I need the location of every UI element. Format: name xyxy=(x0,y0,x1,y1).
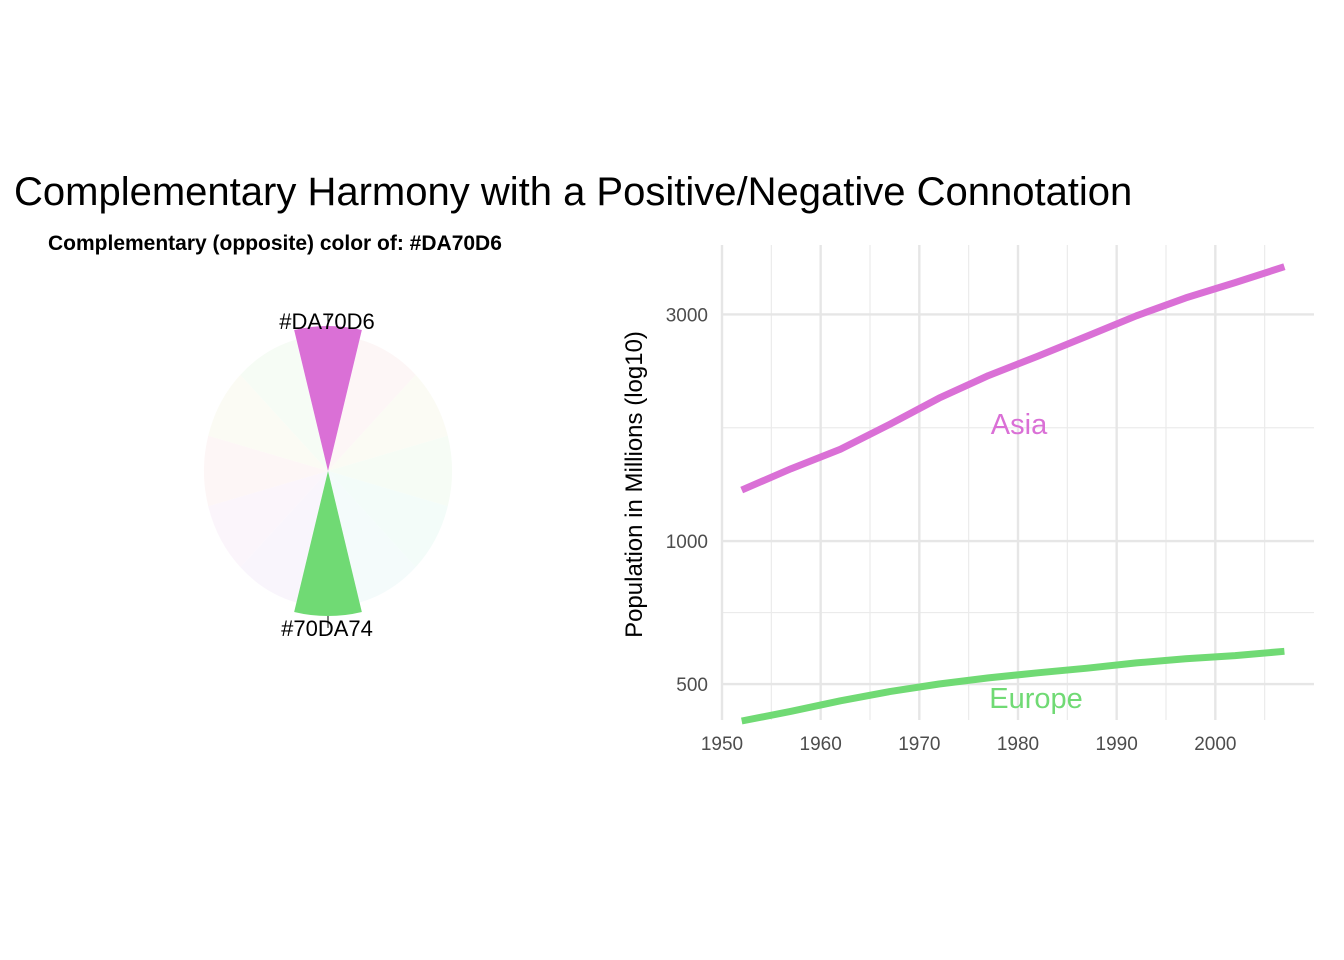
wheel-background-sector xyxy=(328,435,453,507)
wheel-background-sector xyxy=(208,374,328,471)
base-color-label: #DA70D6 xyxy=(279,309,374,334)
x-tick-label: 1970 xyxy=(898,734,940,755)
series-line-europe xyxy=(741,647,1285,725)
x-tick-label: 1960 xyxy=(800,734,842,755)
series-line-asia xyxy=(740,263,1286,494)
wheel-background-sector xyxy=(208,471,328,568)
y-tick-label: 1000 xyxy=(666,532,708,553)
wheel-background-sector xyxy=(204,435,328,507)
y-axis-title: Population in Millions (log10) xyxy=(621,331,648,638)
complement-color-label: #70DA74 xyxy=(281,616,373,641)
color-wheel: #DA70D6 #70DA74 xyxy=(204,309,453,641)
series-label-asia: Asia xyxy=(991,409,1048,441)
x-tick-label: 1980 xyxy=(997,734,1039,755)
y-tick-label: 500 xyxy=(676,675,708,696)
wheel-background-sector xyxy=(328,374,448,471)
main-title: Complementary Harmony with a Positive/Ne… xyxy=(14,170,1133,214)
wheel-background-sector xyxy=(328,471,448,568)
wheel-background-sector xyxy=(328,471,416,603)
x-tick-label: 1990 xyxy=(1096,734,1138,755)
population-line-chart: 1950 1960 1970 1980 1990 2000 500 1000 3000 Popul… xyxy=(621,245,1314,755)
wheel-subtitle: Complementary (opposite) color of: #DA70… xyxy=(48,232,502,255)
x-tick-label: 1950 xyxy=(701,734,743,755)
series-label-europe: Europe xyxy=(989,683,1083,715)
base-color-sector xyxy=(294,325,362,471)
x-tick-label: 2000 xyxy=(1194,734,1236,755)
wheel-background-sector xyxy=(240,339,328,471)
wheel-background-sector xyxy=(328,339,416,471)
complement-color-sector xyxy=(294,471,362,616)
y-tick-label: 3000 xyxy=(666,305,708,326)
wheel-background-sector xyxy=(240,471,328,603)
